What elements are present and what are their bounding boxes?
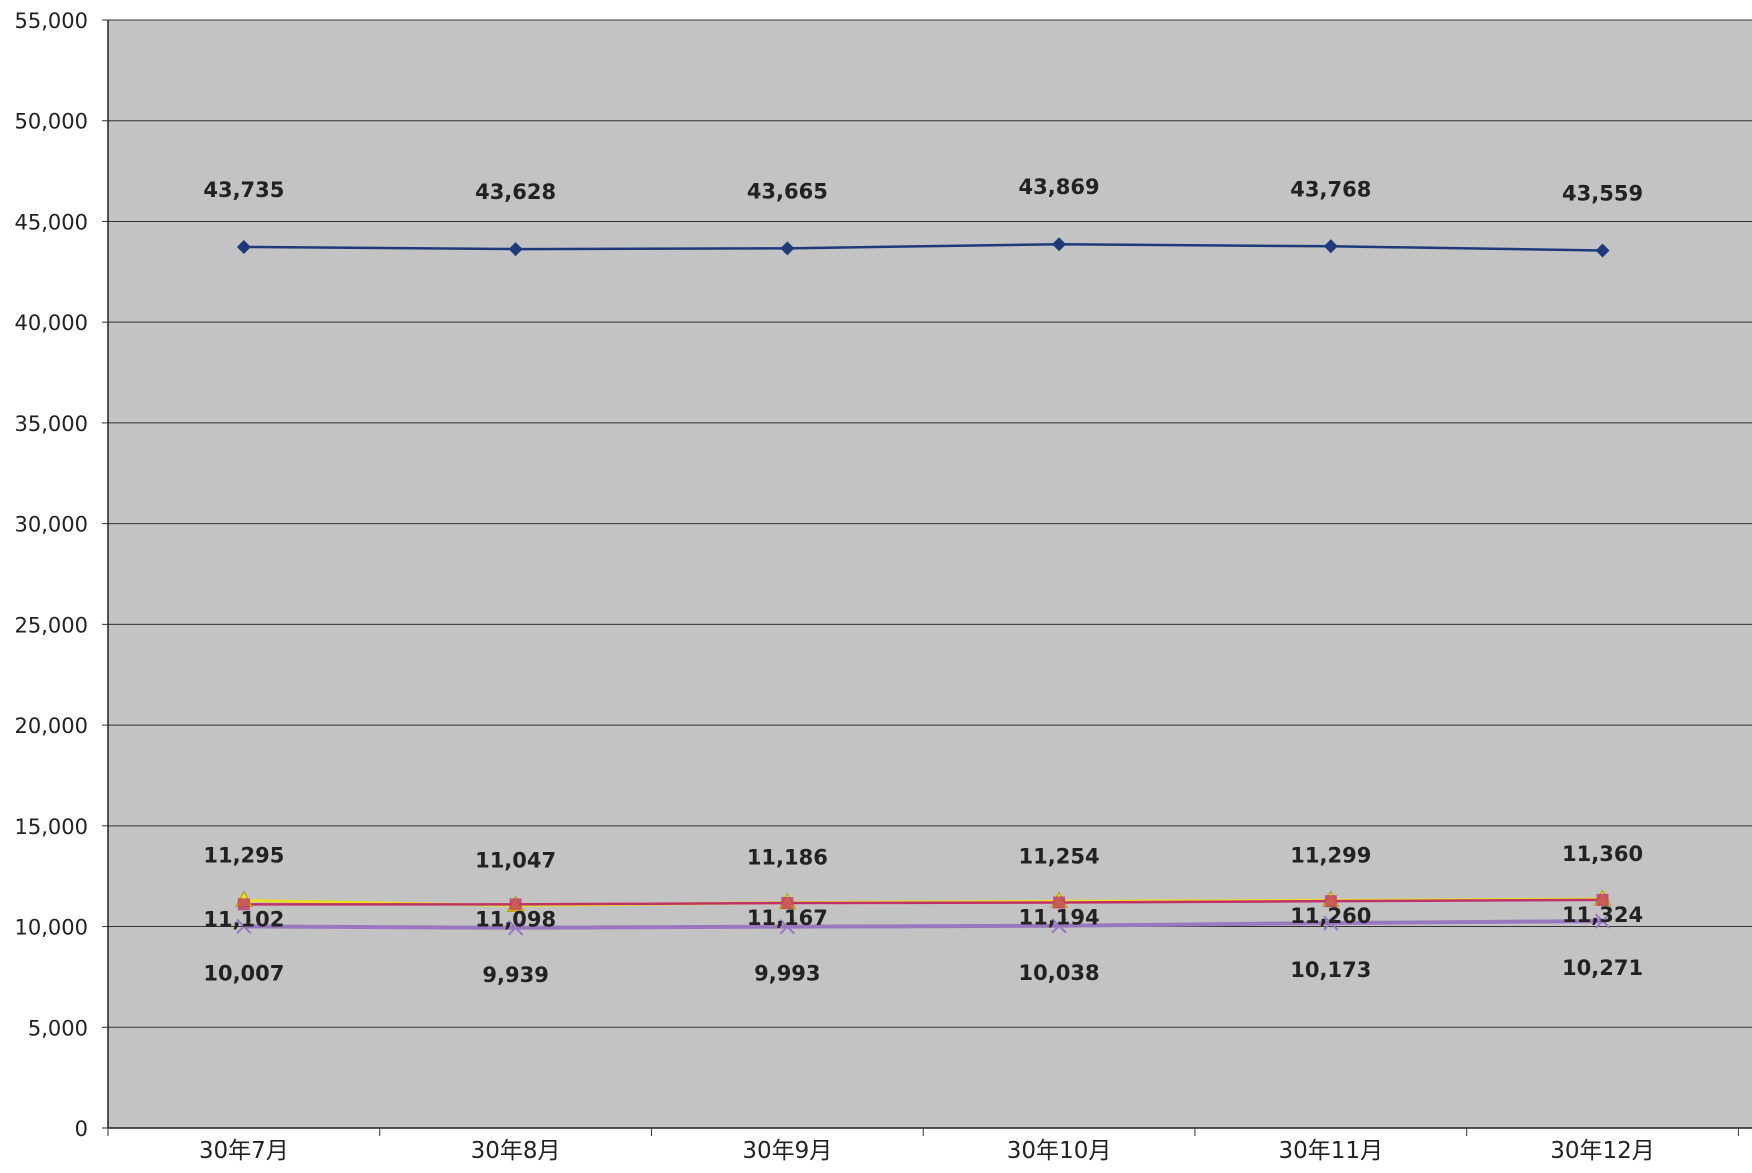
data-label-series-1: 43,665 — [747, 179, 828, 203]
data-label-series-1: 43,559 — [1562, 181, 1643, 205]
data-label-series-2: 11,254 — [1019, 844, 1100, 868]
data-label-series-2: 11,047 — [475, 848, 556, 872]
data-label-series-3: 11,098 — [475, 907, 556, 931]
x-tick-label: 30年11月 — [1279, 1138, 1384, 1164]
x-tick-label: 30年12月 — [1550, 1138, 1655, 1164]
data-label-series-2: 11,360 — [1562, 842, 1643, 866]
data-label-series-1: 43,628 — [475, 180, 556, 204]
y-tick-label: 45,000 — [15, 210, 88, 234]
data-label-series-4: 10,271 — [1562, 956, 1643, 980]
x-tick-label: 30年9月 — [742, 1138, 832, 1164]
y-tick-label: 15,000 — [15, 815, 88, 839]
data-label-series-1: 43,768 — [1290, 177, 1371, 201]
y-tick-label: 30,000 — [15, 513, 88, 537]
data-label-series-3: 11,194 — [1019, 905, 1100, 929]
plot-area — [108, 20, 1752, 1128]
y-tick-label: 35,000 — [15, 412, 88, 436]
y-tick-label: 55,000 — [15, 9, 88, 33]
x-tick-label: 30年8月 — [471, 1138, 561, 1164]
y-tick-label: 40,000 — [15, 311, 88, 335]
y-tick-label: 25,000 — [15, 613, 88, 637]
data-label-series-3: 11,167 — [747, 906, 828, 930]
data-label-series-2: 11,299 — [1290, 843, 1371, 867]
y-tick-label: 20,000 — [15, 714, 88, 738]
data-label-series-2: 11,295 — [203, 843, 284, 867]
data-label-series-4: 10,038 — [1019, 961, 1100, 985]
data-label-series-1: 43,735 — [203, 178, 284, 202]
x-tick-label: 30年7月 — [199, 1138, 289, 1164]
data-label-series-4: 10,173 — [1290, 958, 1371, 982]
x-tick-label: 30年10月 — [1007, 1138, 1112, 1164]
data-label-series-3: 11,102 — [203, 907, 284, 931]
data-label-series-4: 9,993 — [754, 962, 820, 986]
y-tick-label: 5,000 — [28, 1016, 88, 1040]
y-tick-label: 10,000 — [15, 916, 88, 940]
data-label-series-1: 43,869 — [1019, 175, 1100, 199]
data-label-series-3: 11,324 — [1562, 903, 1643, 927]
data-label-series-2: 11,186 — [747, 846, 828, 870]
y-tick-label: 0 — [75, 1117, 88, 1141]
data-label-series-4: 9,939 — [482, 963, 548, 987]
y-tick-label: 50,000 — [15, 110, 88, 134]
data-label-series-4: 10,007 — [203, 961, 284, 985]
data-label-series-3: 11,260 — [1290, 904, 1371, 928]
